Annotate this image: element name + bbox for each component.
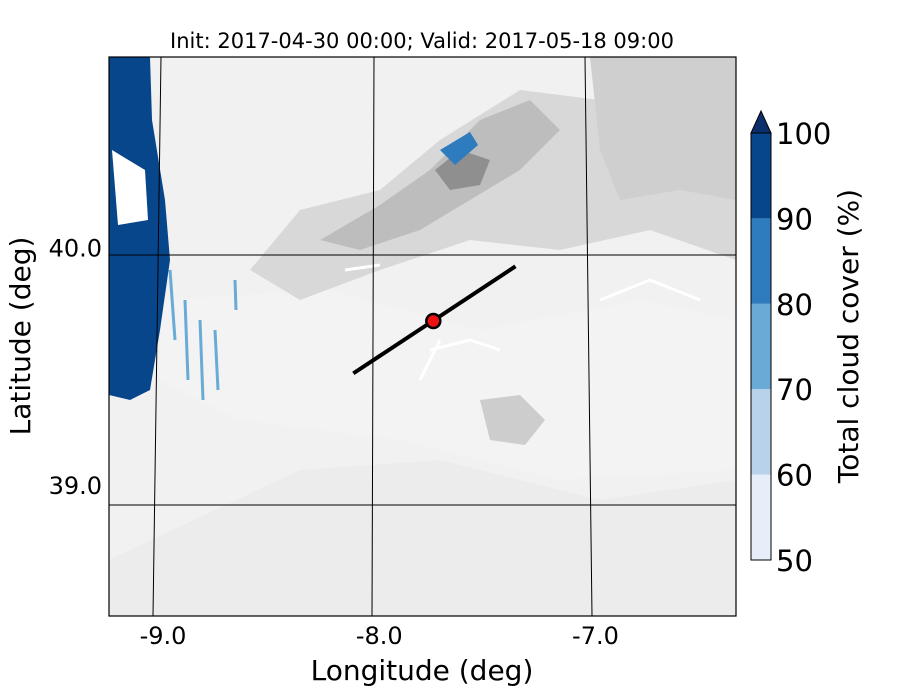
colorbar-label: Total cloud cover (%) <box>832 189 865 484</box>
terrain-lowland <box>109 460 736 616</box>
y-tick-label-0: 40.0 <box>49 234 102 262</box>
x-ticks: -9.0 -8.0 -7.0 <box>140 622 619 650</box>
colorbar-tick-label-2: 70 <box>776 373 813 407</box>
colorbar-tick-label-0: 50 <box>776 544 813 578</box>
colorbar-tick-label-5: 100 <box>776 117 831 151</box>
y-tick-label-1: 39.0 <box>49 472 102 500</box>
colorbar-segment-4 <box>751 133 771 219</box>
location-marker <box>425 312 442 330</box>
colorbar-segment-0 <box>751 474 771 560</box>
colorbar-frame <box>750 132 772 561</box>
colorbar-tick-label-3: 80 <box>776 288 813 322</box>
terrain-north-east <box>590 57 736 200</box>
colorbar-segment-1 <box>751 389 771 475</box>
y-ticks: 40.0 39.0 <box>49 234 102 500</box>
cloud-band-west-light <box>112 150 148 225</box>
x-axis-label: Longitude (deg) <box>311 654 534 687</box>
x-tick-label-0: -9.0 <box>140 622 187 650</box>
colorbar-extend-arrow <box>750 109 772 134</box>
y-axis-label: Latitude (deg) <box>4 237 37 436</box>
map-frame <box>108 56 737 617</box>
colorbar: 50 60 70 80 90 100 <box>750 109 831 578</box>
colorbar-segment-2 <box>751 303 771 390</box>
terrain-hill-south <box>480 395 545 445</box>
river <box>344 263 701 381</box>
x-tick-label-1: -8.0 <box>356 622 403 650</box>
colorbar-tick-label-4: 90 <box>776 202 813 236</box>
chart-title: Init: 2017-04-30 00:00; Valid: 2017-05-1… <box>170 29 674 53</box>
terrain-peak <box>435 150 490 190</box>
map-panel <box>109 57 736 616</box>
x-tick-label-2: -7.0 <box>572 622 619 650</box>
cloud-band-west <box>109 57 170 400</box>
cloud-patch-ridge <box>440 132 478 165</box>
cloud-streaks <box>168 269 238 401</box>
colorbar-tick-label-1: 60 <box>776 459 813 493</box>
terrain-plain <box>160 290 736 480</box>
colorbar-segment-3 <box>751 218 771 304</box>
graticule <box>109 57 736 616</box>
